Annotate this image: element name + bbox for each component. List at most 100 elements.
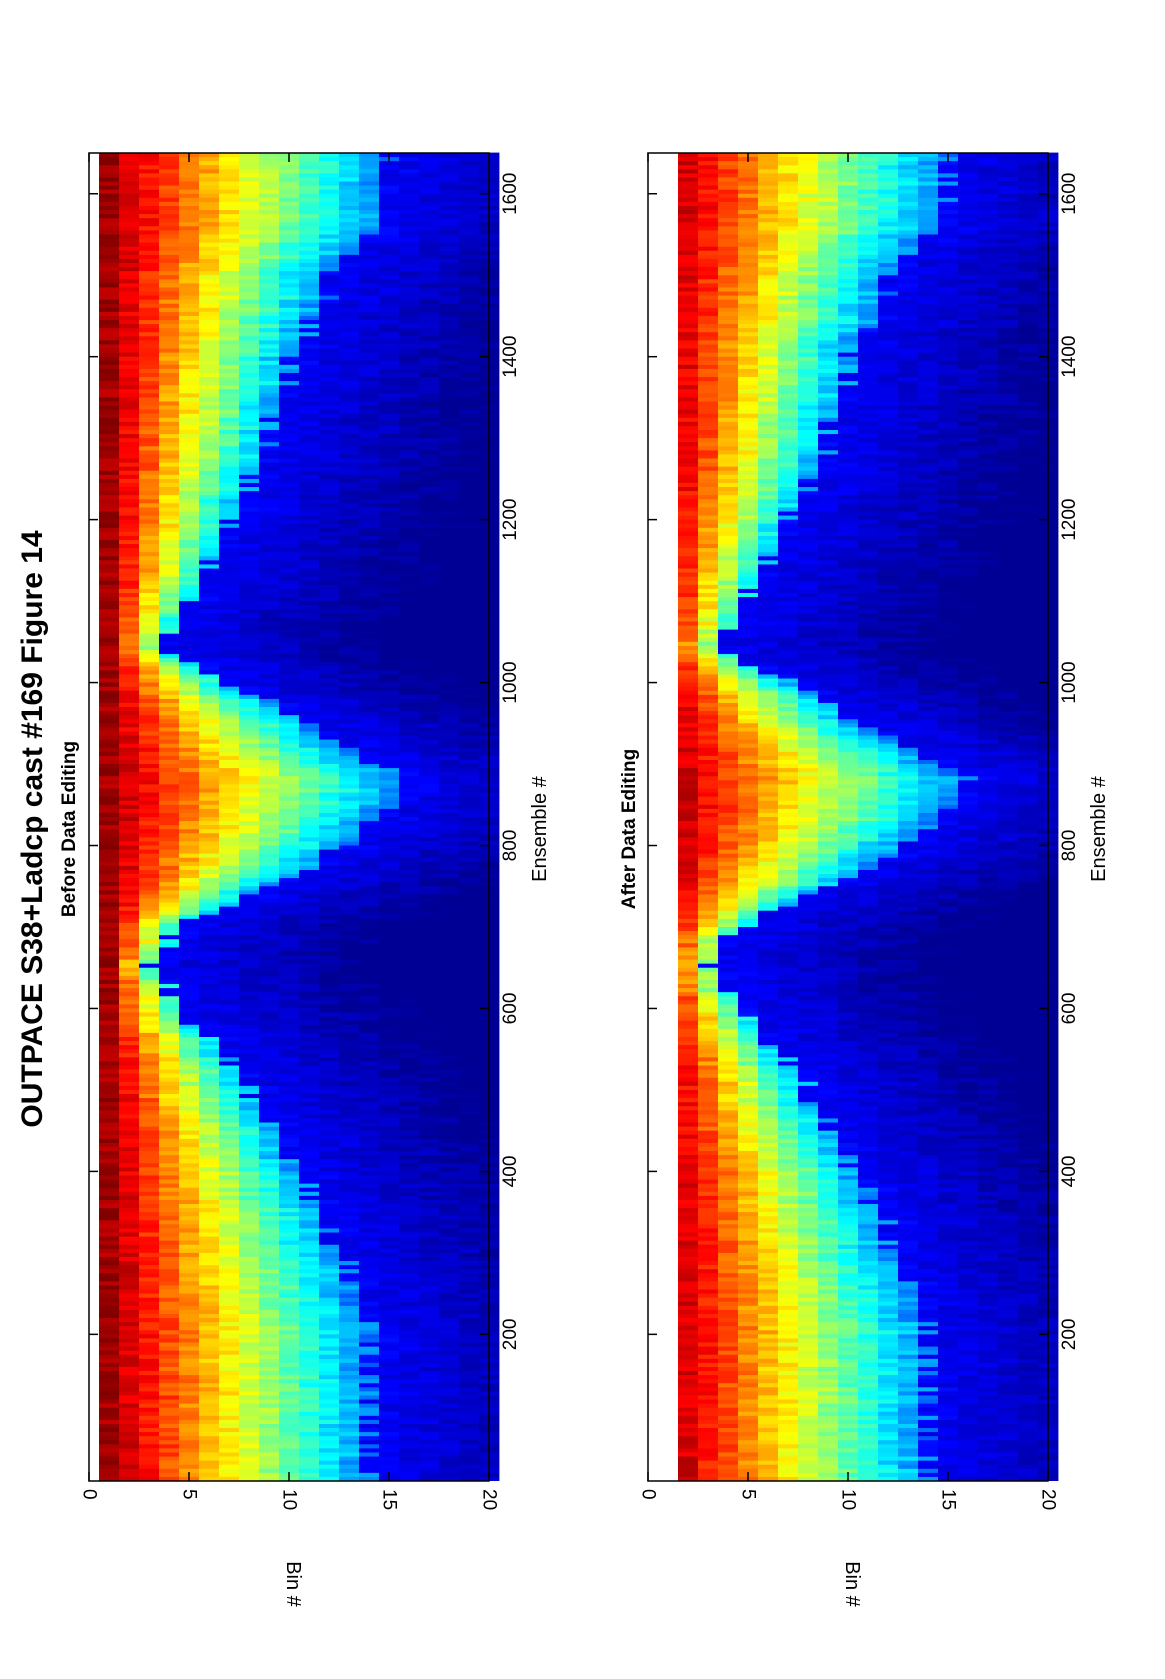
heatmap-cell (279, 1016, 300, 1021)
heatmap-cell (419, 1252, 440, 1257)
heatmap-cell (319, 543, 340, 549)
heatmap-cell (179, 747, 200, 752)
heatmap-cell (379, 1232, 400, 1237)
heatmap-cell (139, 564, 160, 569)
heatmap-cell (399, 625, 420, 630)
heatmap-cell (199, 608, 220, 614)
heatmap-cell (419, 881, 440, 887)
heatmap-cell (119, 1130, 140, 1135)
heatmap-cell (239, 1113, 260, 1119)
heatmap-cell (259, 645, 280, 650)
heatmap-cell (379, 828, 400, 834)
heatmap-cell (299, 698, 320, 703)
heatmap-cell (139, 1329, 160, 1335)
heatmap-cell (239, 1048, 260, 1054)
heatmap-cell (239, 963, 260, 968)
heatmap-cell (419, 1301, 440, 1306)
heatmap-cell (99, 918, 120, 923)
heatmap-cell (239, 1309, 260, 1314)
heatmap-cell (99, 482, 120, 488)
heatmap-cell (159, 751, 180, 756)
heatmap-cell (419, 1028, 440, 1033)
heatmap-cell (179, 523, 200, 528)
heatmap-cell (119, 792, 140, 797)
heatmap-cell (339, 1374, 360, 1380)
heatmap-cell (339, 1158, 360, 1164)
heatmap-cell (199, 841, 220, 846)
heatmap-cell (439, 1415, 460, 1420)
heatmap-cell (159, 1338, 180, 1343)
heatmap-cell (199, 482, 220, 488)
heatmap-cell (219, 511, 240, 516)
heatmap-cell (179, 1113, 200, 1119)
heatmap-cell (239, 743, 260, 748)
heatmap-cell (399, 1240, 420, 1245)
heatmap-cell (299, 979, 320, 985)
heatmap-cell (319, 1162, 340, 1168)
heatmap-cell (199, 1012, 220, 1017)
heatmap-cell (379, 1374, 400, 1380)
heatmap-cell (279, 1399, 300, 1404)
heatmap-cell (339, 1346, 360, 1351)
heatmap-cell (219, 621, 240, 626)
heatmap-cell (459, 604, 480, 610)
heatmap-cell (339, 629, 360, 634)
heatmap-cell (179, 804, 200, 809)
heatmap-cell (279, 967, 300, 972)
heatmap-cell (199, 857, 220, 862)
heatmap-cell (339, 1448, 360, 1453)
heatmap-cell (379, 665, 400, 671)
heatmap-cell (279, 934, 300, 940)
heatmap-cell (139, 616, 160, 622)
heatmap-cell (219, 608, 240, 614)
heatmap-cell (419, 1211, 440, 1217)
heatmap-cell (339, 1154, 360, 1160)
heatmap-cell (159, 1211, 180, 1217)
heatmap-cell (219, 665, 240, 671)
heatmap-cell (99, 983, 120, 989)
heatmap-cell (259, 531, 280, 536)
heatmap-cell (119, 849, 140, 854)
heatmap-cell (359, 584, 380, 589)
heatmap-cell (199, 1105, 220, 1111)
heatmap-cell (419, 1228, 440, 1233)
heatmap-cell (259, 1366, 280, 1372)
heatmap-cell (399, 804, 420, 809)
heatmap-cell (199, 898, 220, 903)
heatmap-cell (439, 824, 460, 830)
heatmap-cell (99, 1301, 120, 1306)
heatmap-cell (379, 865, 400, 870)
heatmap-cell (199, 845, 220, 850)
heatmap-cell (99, 828, 120, 834)
heatmap-cell (159, 702, 180, 708)
heatmap-cell (179, 1297, 200, 1302)
heatmap-cell (199, 1431, 220, 1437)
heatmap-cell (199, 690, 220, 695)
heatmap-cell (119, 796, 140, 801)
heatmap-cell (399, 600, 420, 606)
heatmap-cell (219, 1407, 240, 1412)
heatmap-cell (119, 1333, 140, 1339)
heatmap-cell (199, 1338, 220, 1343)
heatmap-cell (439, 527, 460, 532)
heatmap-cell (379, 657, 400, 663)
heatmap-cell (319, 743, 340, 748)
heatmap-cell (179, 1281, 200, 1286)
heatmap-cell (99, 1077, 120, 1082)
heatmap-cell (419, 808, 440, 813)
heatmap-cell (139, 1407, 160, 1412)
heatmap-cell (219, 1260, 240, 1266)
heatmap-cell (279, 914, 300, 919)
heatmap-cell (339, 1065, 360, 1070)
heatmap-cell (99, 1089, 120, 1095)
heatmap-cell (139, 1097, 160, 1103)
heatmap-cell (99, 568, 120, 573)
heatmap-cell (259, 991, 280, 997)
heatmap-cell (359, 1382, 380, 1388)
heatmap-cell (319, 1329, 340, 1335)
heatmap-cell (399, 759, 420, 765)
heatmap-cell (99, 498, 120, 504)
heatmap-cell (179, 991, 200, 997)
heatmap-cell (339, 804, 360, 809)
heatmap-cell (299, 726, 320, 732)
